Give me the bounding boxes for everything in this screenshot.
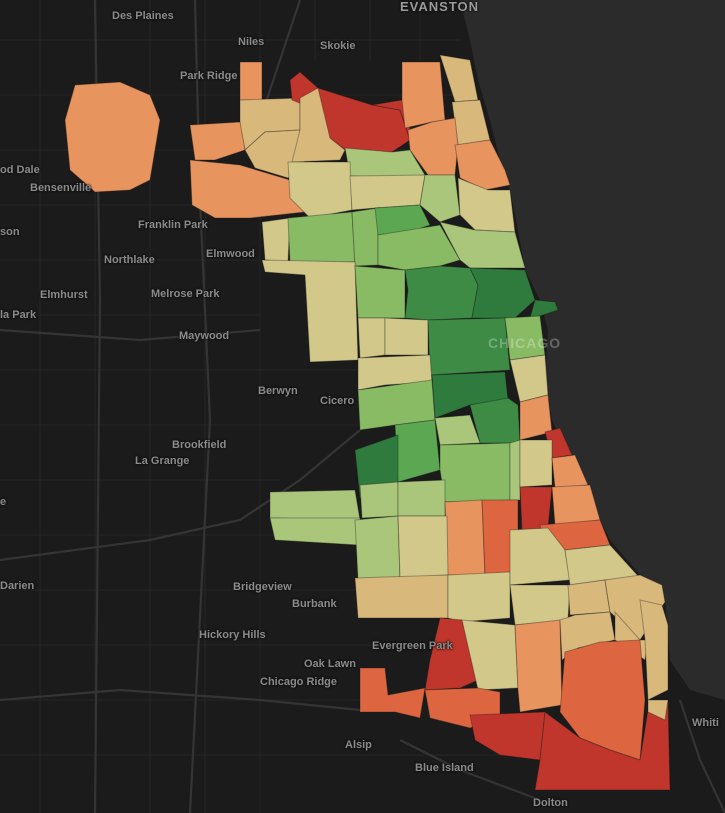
area-west-elsdon[interactable]: [359, 481, 399, 519]
area-irving-park[interactable]: [349, 174, 426, 211]
area-chicago-lawn[interactable]: [397, 515, 449, 579]
area-chatham[interactable]: [509, 584, 571, 626]
area-uptown[interactable]: [454, 139, 511, 191]
area-streeterville[interactable]: [529, 299, 559, 319]
area-clearing-w[interactable]: [269, 489, 361, 521]
area-kenwood[interactable]: [551, 454, 589, 489]
area-loop[interactable]: [504, 315, 546, 361]
area-ohare[interactable]: [64, 81, 161, 193]
area-mount-greenwood[interactable]: [359, 667, 426, 719]
area-montclare[interactable]: [261, 217, 291, 263]
area-fuller-park[interactable]: [519, 439, 553, 488]
area-ohare-link[interactable]: [189, 121, 246, 161]
area-west-garfield[interactable]: [357, 317, 386, 359]
area-humboldt-park[interactable]: [354, 265, 406, 319]
area-brighton-park[interactable]: [439, 442, 511, 503]
road-grid: [0, 0, 540, 813]
area-lincoln-park[interactable]: [439, 221, 526, 269]
area-hegewisch[interactable]: [647, 699, 669, 721]
area-grand-blvd[interactable]: [519, 486, 553, 531]
lake-michigan: [460, 0, 725, 700]
area-bridgeport[interactable]: [469, 397, 521, 444]
area-west-ridge[interactable]: [401, 61, 446, 129]
area-armour-square[interactable]: [509, 439, 521, 501]
area-new-city[interactable]: [444, 499, 486, 576]
area-near-west[interactable]: [427, 317, 511, 376]
area-austin[interactable]: [261, 259, 359, 363]
area-clearing[interactable]: [269, 517, 361, 546]
area-north-center[interactable]: [419, 174, 461, 223]
area-gage-park[interactable]: [397, 479, 446, 517]
area-west-lawn[interactable]: [354, 515, 401, 581]
area-sauganash[interactable]: [291, 87, 346, 163]
area-mckinley-park[interactable]: [434, 414, 481, 446]
area-hermosa[interactable]: [351, 207, 379, 267]
community-areas: [64, 54, 671, 791]
area-avalon-park[interactable]: [567, 579, 611, 616]
area-east-side[interactable]: [639, 599, 669, 701]
area-lincoln-sq[interactable]: [407, 117, 459, 176]
area-auburn-gresham[interactable]: [447, 571, 511, 623]
area-belmont-cragin[interactable]: [287, 211, 356, 263]
area-west-town[interactable]: [404, 265, 479, 321]
area-west-pullman[interactable]: [469, 711, 546, 761]
area-roseland[interactable]: [514, 619, 563, 713]
area-ashburn[interactable]: [354, 574, 449, 619]
area-edison-park[interactable]: [239, 61, 263, 101]
area-east-garfield[interactable]: [384, 317, 429, 356]
